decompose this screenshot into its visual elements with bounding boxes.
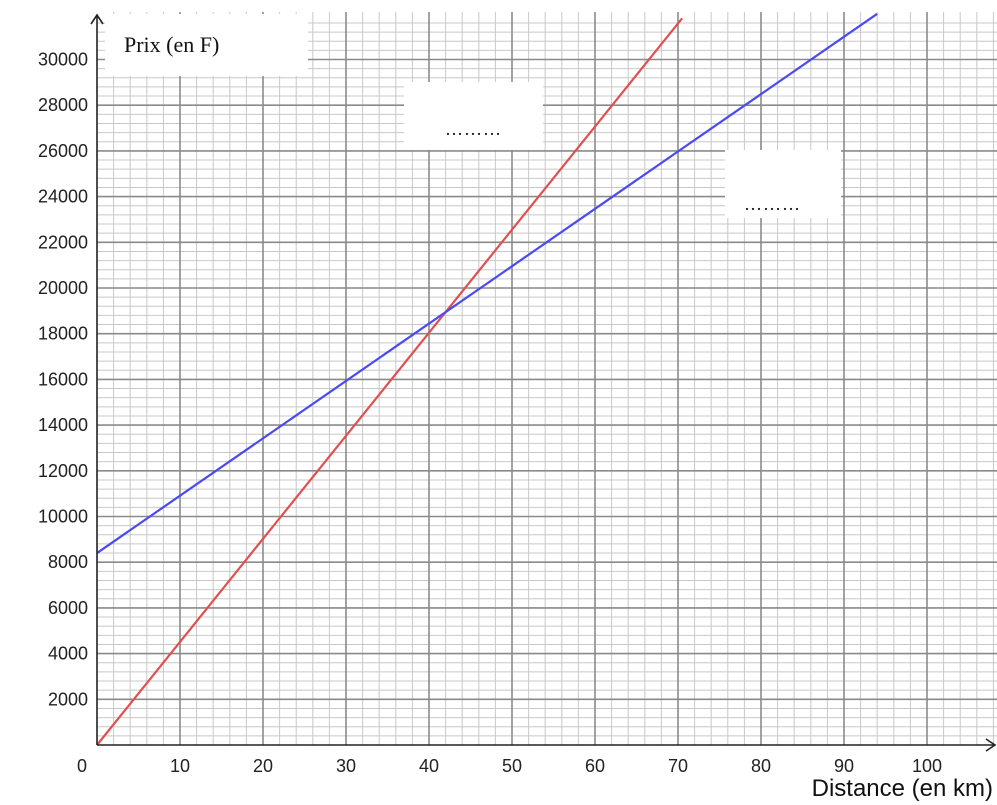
blue-line-annotation-box: ……… — [725, 150, 841, 218]
y-tick-label: 18000 — [38, 324, 88, 344]
y-tick-label: 4000 — [48, 644, 88, 664]
y-tick-label: 24000 — [38, 187, 88, 207]
y-tick-label: 14000 — [38, 415, 88, 435]
series-layer — [96, 12, 878, 746]
axes — [90, 13, 997, 752]
origin-label: 0 — [77, 756, 87, 776]
y-tick-label: 12000 — [38, 461, 88, 481]
ylabel-box: Prix (en F) — [105, 14, 308, 76]
x-tick-label: 100 — [912, 756, 942, 776]
x-tick-label: 90 — [834, 756, 854, 776]
x-axis-arrow — [985, 738, 997, 752]
y-tick-label: 8000 — [48, 552, 88, 572]
minor-grid — [97, 12, 997, 745]
tick-labels: 2000 4000 6000 8000 10000 12000 14000 16000 1800… — [38, 50, 942, 777]
x-tick-label: 30 — [336, 756, 356, 776]
major-grid — [97, 12, 997, 745]
red-line-annotation-box: ……… — [404, 82, 543, 150]
x-tick-label: 70 — [668, 756, 688, 776]
y-tick-label: 20000 — [38, 278, 88, 298]
x-tick-label: 60 — [585, 756, 605, 776]
x-tick-label: 20 — [253, 756, 273, 776]
y-tick-label: 30000 — [38, 50, 88, 70]
blue-line-annotation: ……… — [744, 194, 801, 214]
y-tick-label: 16000 — [38, 369, 88, 389]
y-tick-label: 22000 — [38, 232, 88, 252]
y-tick-label: 2000 — [48, 689, 88, 709]
x-tick-label: 10 — [170, 756, 190, 776]
y-axis-arrow — [90, 13, 104, 25]
red-line-annotation: ……… — [445, 119, 502, 139]
x-axis-title: Distance (en km) — [812, 775, 993, 802]
series-line-0 — [96, 17, 684, 746]
y-axis-title: Prix (en F) — [124, 32, 219, 57]
x-tick-label: 40 — [419, 756, 439, 776]
y-tick-label: 28000 — [38, 95, 88, 115]
series-line-1 — [96, 12, 878, 554]
y-tick-label: 10000 — [38, 507, 88, 527]
x-tick-label: 80 — [751, 756, 771, 776]
x-tick-label: 50 — [502, 756, 522, 776]
y-tick-label: 6000 — [48, 598, 88, 618]
y-tick-label: 26000 — [38, 141, 88, 161]
